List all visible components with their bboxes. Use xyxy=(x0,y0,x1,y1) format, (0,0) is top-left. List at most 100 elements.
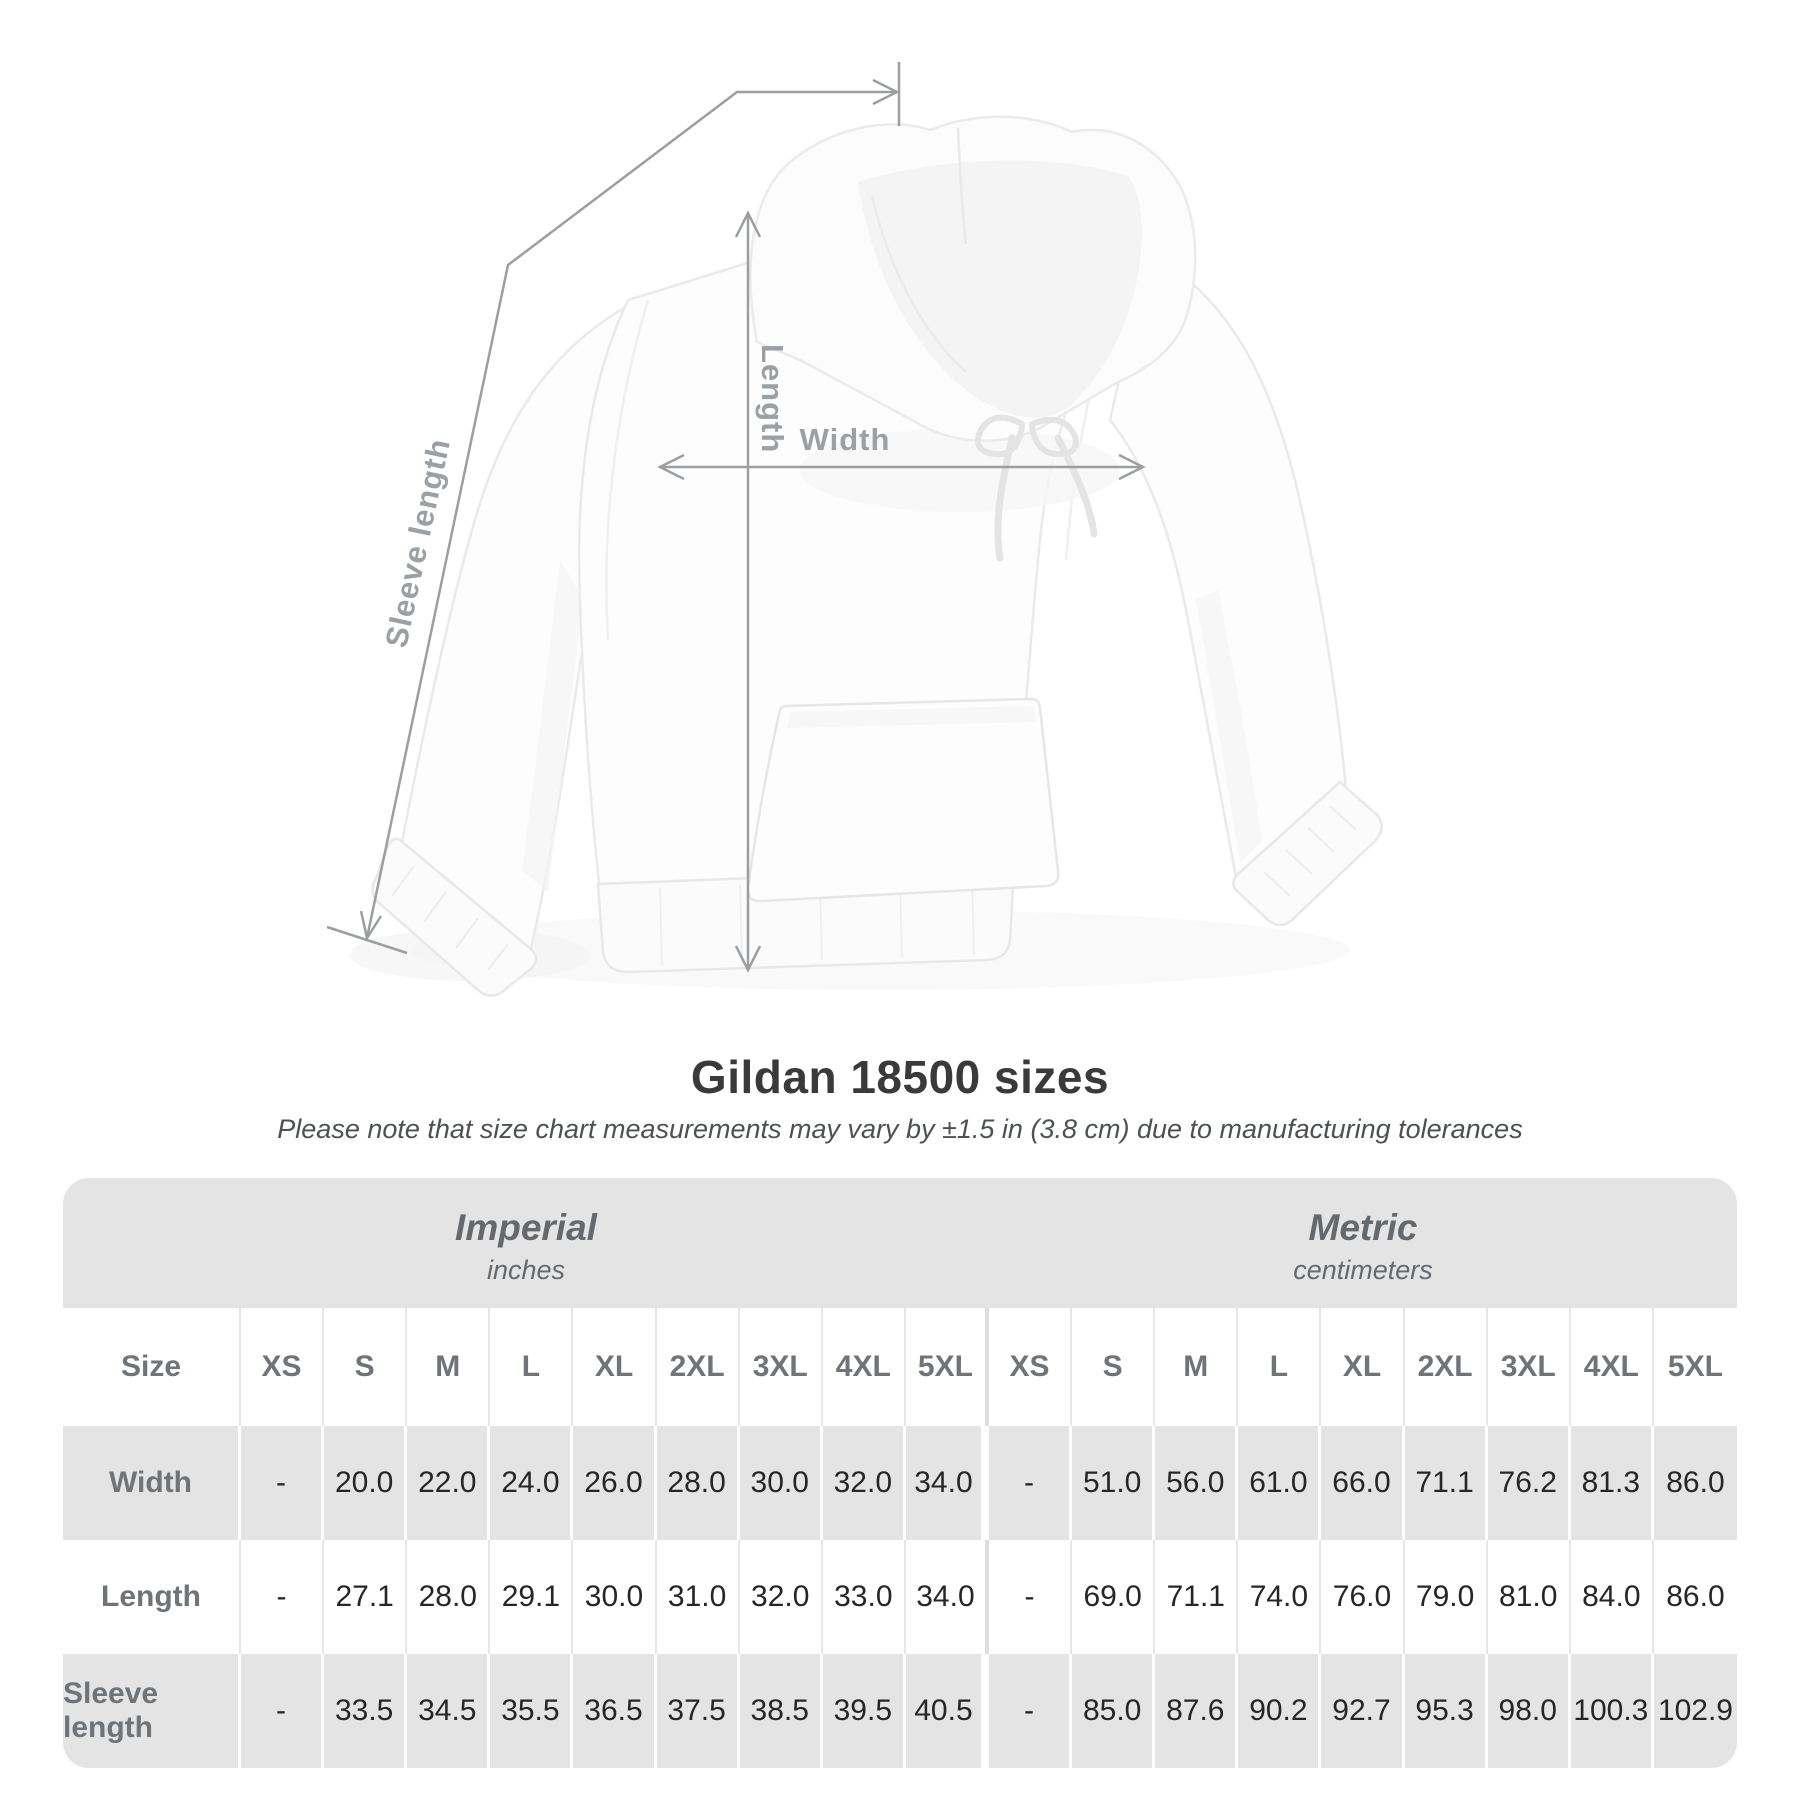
value-cell: 30.0 xyxy=(573,1540,657,1654)
column-header-imperial-3xl: 3XL xyxy=(740,1308,823,1426)
value-cell: 36.5 xyxy=(573,1654,657,1768)
row-label-cell: Length xyxy=(63,1540,241,1654)
group-header-row: Imperial inches Metric centimeters xyxy=(63,1178,1737,1308)
value-cell: 26.0 xyxy=(573,1426,657,1540)
value-cell: 33.5 xyxy=(324,1654,408,1768)
column-header-imperial-m: M xyxy=(407,1308,491,1426)
value-cell: 76.2 xyxy=(1488,1426,1571,1540)
value-cell: 74.0 xyxy=(1238,1540,1322,1654)
value-cell: 38.5 xyxy=(740,1654,823,1768)
metric-title: Metric xyxy=(1308,1206,1418,1248)
value-cell: 39.5 xyxy=(823,1654,906,1768)
value-cell: 66.0 xyxy=(1321,1426,1405,1540)
size-table: Imperial inches Metric centimeters Size X… xyxy=(63,1178,1737,1768)
value-cell: 84.0 xyxy=(1571,1540,1654,1654)
length-bottom-arrowhead xyxy=(734,945,762,973)
metric-unit: centimeters xyxy=(1293,1254,1433,1285)
column-header-metric-m: M xyxy=(1155,1308,1239,1426)
value-cell: 30.0 xyxy=(740,1426,823,1540)
value-cell: 24.0 xyxy=(490,1426,574,1540)
drawstring-right xyxy=(1054,434,1098,538)
value-cell: 56.0 xyxy=(1155,1426,1239,1540)
column-header-metric-xs: XS xyxy=(989,1308,1073,1426)
value-cell: 51.0 xyxy=(1072,1426,1156,1540)
page-title: Gildan 18500 sizes xyxy=(690,1051,1110,1103)
value-cell: 87.6 xyxy=(1155,1654,1239,1768)
value-cell: 28.0 xyxy=(657,1426,740,1540)
kangaroo-pocket xyxy=(746,697,1060,903)
value-cell: 90.2 xyxy=(1238,1654,1322,1768)
column-header-metric-xl: XL xyxy=(1321,1308,1405,1426)
value-cell: 71.1 xyxy=(1155,1540,1239,1654)
value-cell: 92.7 xyxy=(1321,1654,1405,1768)
value-cell: 81.0 xyxy=(1488,1540,1571,1654)
left-cuff-ribbing xyxy=(391,865,509,971)
table-row-sleeve-length: Sleeve length -33.5 34.5 35.5 36.5 37.5 38.5 39… xyxy=(63,1654,1737,1768)
value-cell: 40.5 xyxy=(906,1654,989,1768)
column-header-metric-s: S xyxy=(1072,1308,1156,1426)
hoodie-left-cuff xyxy=(371,837,538,997)
width-left-arrowhead xyxy=(657,453,685,481)
value-cell: 71.1 xyxy=(1405,1426,1488,1540)
pocket-top-shading xyxy=(787,706,1036,728)
hood-opening-shading xyxy=(858,160,1142,418)
value-cell: 79.0 xyxy=(1405,1540,1488,1654)
table-row-width: Width -20.0 22.0 24.0 26.0 28.0 30.0 32.0 34.0-5… xyxy=(63,1426,1737,1540)
table-header-row: Size XS S M L XL 2XL 3XL 4XL 5XL XS S M L XL 2XL 3XL 4XL 5… xyxy=(63,1308,1737,1426)
value-cell: 69.0 xyxy=(1072,1540,1156,1654)
value-cell: 95.3 xyxy=(1405,1654,1488,1768)
column-header-imperial-l: L xyxy=(490,1308,574,1426)
value-cell: - xyxy=(989,1540,1073,1654)
hood-center-seam xyxy=(956,127,968,245)
sleeve-length-bottom-arrowhead xyxy=(359,910,383,942)
left-sleeve-shading xyxy=(522,560,584,892)
value-cell: 37.5 xyxy=(657,1654,740,1768)
imperial-unit: inches xyxy=(486,1254,566,1285)
width-label: Width xyxy=(800,422,891,457)
sleeve-length-bottom-tick xyxy=(326,925,408,955)
drawstring-bow xyxy=(975,414,1079,458)
value-cell: - xyxy=(989,1654,1073,1768)
right-cuff-ribbing xyxy=(1263,805,1357,897)
value-cell: 61.0 xyxy=(1238,1426,1322,1540)
value-cell: 20.0 xyxy=(324,1426,408,1540)
left-armhole-seam xyxy=(605,299,650,641)
column-header-metric-2xl: 2XL xyxy=(1405,1308,1488,1426)
column-header-imperial-4xl: 4XL xyxy=(823,1308,906,1426)
length-top-arrowhead xyxy=(734,210,762,238)
value-cell: 34.5 xyxy=(407,1654,491,1768)
column-header-metric-5xl: 5XL xyxy=(1667,1350,1723,1383)
value-cell: 32.0 xyxy=(740,1540,823,1654)
value-cell: 31.0 xyxy=(657,1540,740,1654)
hood-inner-crease xyxy=(870,195,967,373)
width-right-arrowhead xyxy=(1118,453,1146,481)
right-sleeve-shading xyxy=(1196,590,1262,862)
imperial-title: Imperial xyxy=(455,1206,597,1248)
table-row-length: Length -27.1 28.0 29.1 30.0 31.0 32.0 33.0 34.0-… xyxy=(63,1540,1737,1654)
value-cell: 85.0 xyxy=(1072,1654,1156,1768)
value-cell: 33.0 xyxy=(823,1540,906,1654)
column-header-imperial-2xl: 2XL xyxy=(657,1308,740,1426)
column-header-metric-l: L xyxy=(1238,1308,1322,1426)
measurement-lines xyxy=(326,62,1146,973)
value-cell: 100.3 xyxy=(1571,1654,1654,1768)
size-header-cell: Size xyxy=(63,1308,241,1426)
size-table-body: Size XS S M L XL 2XL 3XL 4XL 5XL XS S M L XL 2XL 3XL 4XL 5… xyxy=(63,1308,1737,1768)
value-cell: 27.1 xyxy=(324,1540,408,1654)
column-header-imperial-xs: XS xyxy=(241,1308,325,1426)
sleeve-length-top-arrowhead xyxy=(872,78,900,106)
value-cell: 34.0 xyxy=(906,1540,989,1654)
value-cell: - xyxy=(989,1426,1073,1540)
value-cell: 32.0 xyxy=(823,1426,906,1540)
row-label-cell: Sleeve length xyxy=(63,1654,241,1768)
column-header-imperial-xl: XL xyxy=(573,1308,657,1426)
column-header-metric-4xl: 4XL xyxy=(1571,1308,1654,1426)
value-cell: 34.0 xyxy=(906,1426,989,1540)
value-cell: - xyxy=(241,1540,325,1654)
column-header-imperial-5xl: 5XL xyxy=(906,1308,989,1426)
hoodie-measurement-diagram: Length Width Sleeve length xyxy=(326,62,1383,997)
drawstring-left xyxy=(994,434,1016,562)
row-label-cell: Width xyxy=(63,1426,241,1540)
column-header-imperial-s: S xyxy=(324,1308,408,1426)
